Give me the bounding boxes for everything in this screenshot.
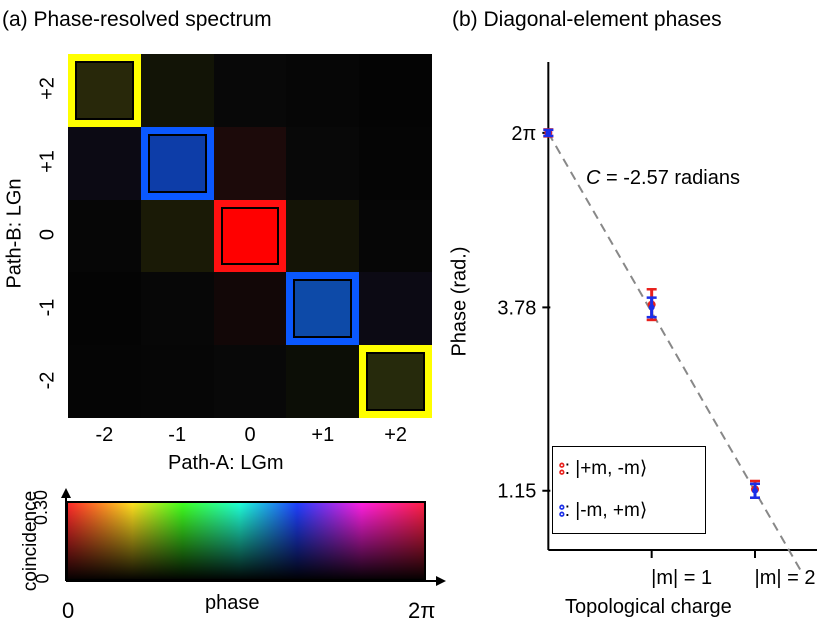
- scatter-xlabel: Topological charge: [565, 596, 732, 618]
- panel-b-title: (b) Diagonal-element phases: [452, 8, 722, 31]
- heatmap-xtick: -1: [168, 424, 187, 446]
- scatter-plot: 2π 3.78 1.15 |m| = 1 |m| = 2: [497, 62, 817, 589]
- heatmap-cell: [359, 126, 432, 200]
- colorbar: [68, 503, 426, 581]
- colorbar-xtick-0: 0: [62, 598, 75, 623]
- heatmap-cell-inner-frame: [147, 133, 207, 193]
- heatmap-cell: [286, 126, 360, 200]
- y-tick-label: 1.15: [497, 481, 536, 503]
- legend-text-1: |-m, +m⟩: [575, 500, 648, 521]
- scatter-ylabel: Phase (rad.): [449, 237, 472, 367]
- heatmap-cell-inner-frame: [366, 352, 425, 411]
- heatmap-xtick: +1: [311, 424, 335, 446]
- heatmap-cell: [213, 199, 287, 273]
- legend-marker-0: ⦂: [559, 458, 565, 479]
- legend-marker-1: ⦂: [559, 500, 565, 521]
- data-point: [545, 129, 552, 136]
- heatmap-xtick: -2: [95, 424, 114, 446]
- fit-annotation: C = -2.57 radians: [586, 167, 740, 190]
- legend-label-0: :: [564, 458, 576, 479]
- heatmap-cell: [140, 54, 214, 127]
- heatmap-cell: [286, 345, 360, 418]
- legend-item-0: ⦂: |+m, -m⟩: [559, 457, 647, 480]
- heatmap-cell: [68, 126, 141, 200]
- heatmap-ytick: +1: [36, 150, 59, 174]
- heatmap-cell: [286, 199, 360, 273]
- legend-text-0: |+m, -m⟩: [575, 458, 648, 479]
- heatmap-cell: [140, 199, 214, 273]
- heatmap-cell: [68, 272, 141, 346]
- heatmap: [68, 54, 432, 418]
- heatmap-cell: [140, 272, 214, 346]
- fit-annotation-text: = -2.57 radians: [600, 167, 740, 189]
- fit-annotation-var: C: [586, 167, 601, 189]
- heatmap-ytick: +2: [36, 77, 59, 101]
- data-point: [648, 304, 655, 311]
- heatmap-cell: [286, 54, 360, 127]
- heatmap-cell: [213, 54, 287, 127]
- x-tick-label: |m| = 1: [651, 567, 712, 589]
- heatmap-xtick: +2: [384, 424, 407, 446]
- heatmap-ylabel: Path-B: LGn: [4, 159, 27, 309]
- y-tick-label: 3.78: [497, 297, 536, 319]
- legend-item-1: ⦂: |-m, +m⟩: [559, 499, 647, 522]
- heatmap-cell: [213, 345, 287, 418]
- heatmap-cell: [213, 126, 287, 200]
- colorbar-xtick-max: 2π: [408, 598, 436, 623]
- heatmap-cell: [213, 272, 287, 346]
- heatmap-ylabel-text: Path-B: LGn: [3, 178, 26, 289]
- heatmap-cell: [140, 126, 214, 200]
- heatmap-cell: [359, 199, 432, 273]
- heatmap-cell: [359, 54, 432, 127]
- heatmap-ytick: -2: [36, 371, 59, 389]
- heatmap-xtick: 0: [244, 424, 256, 446]
- colorbar-xlabel: phase: [205, 592, 260, 614]
- scatter-ylabel-text: Phase (rad.): [448, 246, 471, 357]
- heatmap-cell: [286, 272, 360, 346]
- legend: ⦂: |+m, -m⟩ ⦂: |-m, +m⟩: [552, 446, 706, 534]
- data-point: [752, 487, 758, 494]
- y-tick-label: 2π: [511, 123, 536, 145]
- panel-a-title: (a) Phase-resolved spectrum: [2, 8, 272, 31]
- heatmap-cell: [359, 272, 432, 346]
- heatmap-cell-inner-frame: [75, 61, 134, 120]
- colorbar-axes: [61, 488, 446, 586]
- heatmap-cell: [140, 345, 214, 418]
- heatmap-cell-inner-frame: [220, 206, 280, 266]
- heatmap-ytick: 0: [36, 228, 59, 241]
- heatmap-xlabel: Path-A: LGm: [168, 452, 284, 474]
- legend-label-1: :: [564, 500, 576, 521]
- heatmap-ytick: -1: [36, 298, 59, 317]
- heatmap-cell: [359, 345, 432, 418]
- heatmap-cell: [68, 54, 141, 127]
- x-tick-label: |m| = 2: [755, 567, 816, 589]
- heatmap-cell: [68, 199, 141, 273]
- heatmap-cell-inner-frame: [293, 279, 353, 339]
- heatmap-cell: [68, 345, 141, 418]
